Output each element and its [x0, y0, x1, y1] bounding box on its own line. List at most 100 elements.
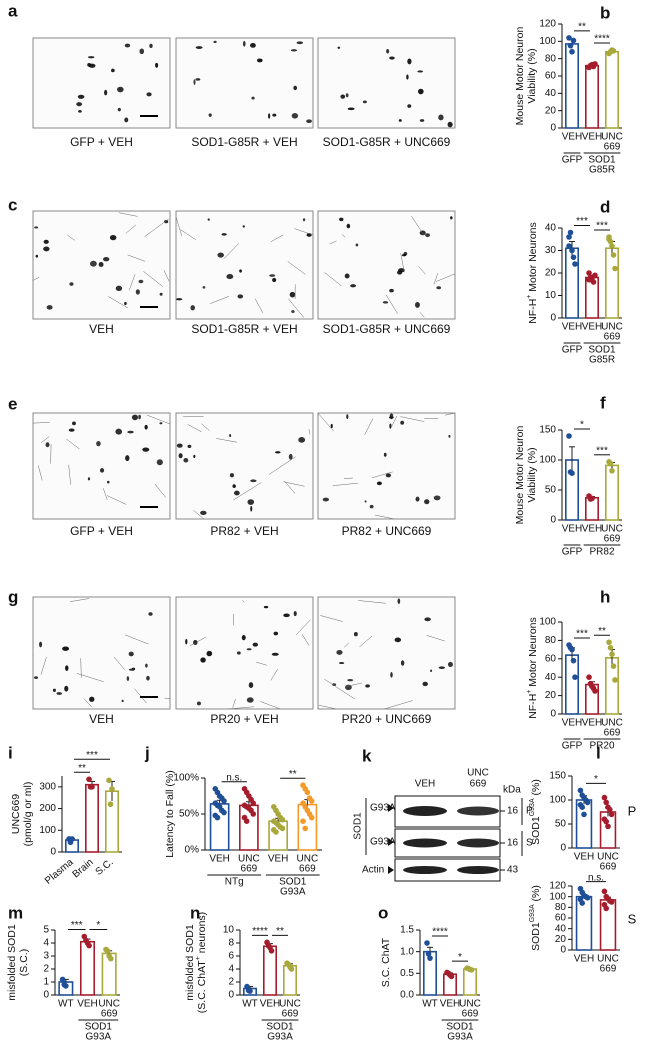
data-point [304, 789, 311, 796]
cell [104, 89, 108, 96]
y-tick-label: 60 [555, 913, 567, 924]
group-label: SOD1 [588, 345, 616, 356]
x-tick-label: 669 [101, 1009, 118, 1020]
cell [438, 666, 445, 669]
panel-letter: n [190, 903, 200, 922]
neurite [38, 465, 43, 481]
cell [246, 648, 252, 651]
data-point [569, 646, 575, 653]
data-point [427, 955, 433, 961]
cell [208, 113, 212, 117]
cell [450, 216, 453, 220]
cell [273, 631, 279, 636]
y-axis-label: SOD1G93A (%) [529, 779, 541, 845]
band [457, 866, 499, 874]
bar [462, 968, 477, 996]
y-tick-label: 1 [43, 977, 49, 988]
significance-label: ** [289, 769, 297, 780]
data-point [610, 252, 617, 258]
cell [185, 638, 188, 645]
neurite [40, 657, 47, 675]
label-part: SOD1 [530, 816, 542, 845]
neurite [69, 598, 90, 602]
y-tick-label: 0 [43, 990, 49, 1001]
significance-label: n.s. [226, 772, 242, 783]
cell [422, 681, 428, 687]
cell [190, 305, 195, 311]
cell [271, 652, 279, 656]
neurite [164, 697, 171, 699]
data-point [106, 777, 112, 784]
neurite [228, 706, 255, 710]
data-point [107, 955, 114, 962]
western-blot: k VEH UNC 669 kDa SOD1 G93A G93A Actin 1… [353, 746, 533, 882]
band [457, 838, 499, 848]
label-part: NF-H [527, 694, 539, 719]
neurite [344, 642, 349, 648]
cell [288, 453, 293, 460]
data-point [570, 657, 577, 664]
neurite [308, 429, 311, 435]
panel-letter: h [600, 587, 610, 606]
image-caption: PR82 + UNC669 [342, 524, 432, 538]
x-tick-label: UNC [297, 854, 319, 865]
data-point [572, 261, 578, 267]
label-part: (pmol/g or ml) [22, 782, 34, 847]
cell [424, 617, 431, 622]
cell [155, 62, 159, 68]
data-point [569, 48, 575, 55]
data-point [288, 966, 295, 972]
data-point [569, 470, 575, 477]
cell [87, 62, 92, 67]
cell [213, 40, 217, 44]
cell [397, 270, 403, 275]
y-axis-label: UNC669 [10, 794, 22, 834]
label-part: neurons) [196, 912, 208, 956]
y-tick-label: 10 [545, 290, 557, 301]
x-tick-label: VEH [440, 999, 461, 1010]
micrograph [317, 210, 456, 320]
x-tick-label: VEH [582, 524, 603, 535]
cell [72, 421, 76, 426]
bar [584, 64, 599, 129]
cell [176, 443, 183, 448]
y-tick-label: 0 [228, 990, 234, 1001]
cell [400, 420, 405, 425]
cell [156, 459, 163, 466]
x-tick-label: UNC [597, 954, 619, 965]
cell [237, 294, 244, 299]
group-label: SOD1 [85, 1022, 113, 1033]
neurite [343, 477, 353, 479]
data-point [581, 811, 587, 818]
data-point [86, 776, 92, 783]
significance-label: **** [594, 34, 610, 45]
cell [34, 676, 39, 680]
superscript: + [526, 295, 533, 299]
cell [401, 253, 407, 257]
cell [382, 301, 389, 304]
neurite [125, 224, 137, 234]
cell [99, 468, 105, 473]
neurite [127, 254, 146, 262]
cell [272, 113, 277, 117]
panel-letter: j [144, 743, 150, 762]
neurite [295, 619, 311, 636]
y-tick-label: 100 [549, 795, 566, 806]
y-tick-label: 50 [545, 485, 557, 496]
cell [195, 46, 203, 49]
annotation: S [628, 911, 637, 926]
data-point [424, 940, 430, 946]
neurite [332, 482, 358, 486]
cell [115, 285, 123, 292]
cell [447, 121, 453, 128]
cell [135, 289, 140, 295]
lane-label: 669 [470, 779, 487, 790]
marker-label: 16 [507, 806, 519, 817]
cell [65, 665, 69, 672]
cell [39, 641, 43, 648]
significance-label: ** [276, 926, 284, 937]
micrograph [175, 210, 314, 320]
cell [221, 233, 227, 236]
y-tick-label: 100 [539, 36, 556, 47]
